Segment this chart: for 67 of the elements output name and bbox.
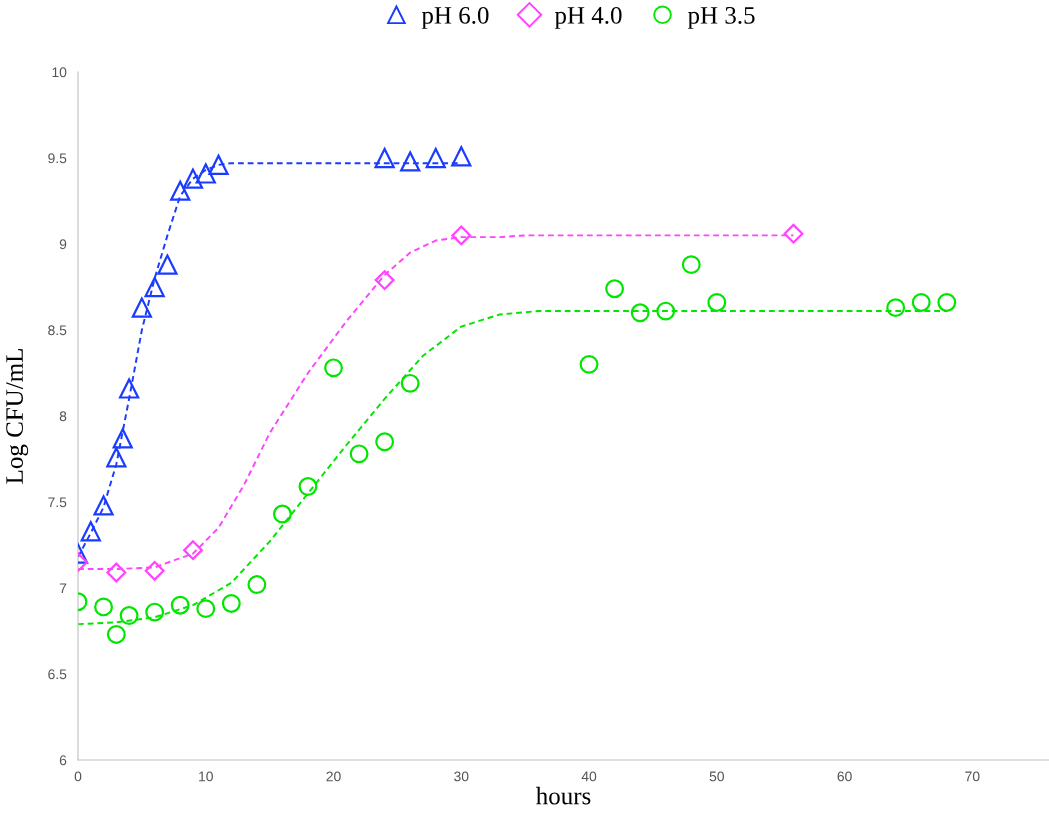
x-tick-label: 30 — [454, 771, 469, 782]
point — [630, 303, 650, 323]
legend-label: pH 3.5 — [687, 6, 755, 29]
point — [106, 562, 127, 583]
point — [144, 276, 165, 298]
point — [196, 599, 216, 619]
point — [170, 595, 190, 615]
point — [681, 255, 701, 275]
point — [118, 378, 140, 399]
legend-label: pH 4.0 — [554, 6, 622, 29]
point — [106, 447, 127, 468]
point — [195, 163, 216, 184]
point — [298, 477, 318, 496]
point — [94, 597, 113, 617]
point — [119, 606, 139, 625]
point — [400, 151, 421, 172]
point — [579, 354, 599, 374]
point — [131, 297, 153, 318]
y-axis-title: Log CFU/mL — [6, 349, 29, 484]
point — [208, 154, 229, 176]
point — [783, 223, 804, 244]
point — [707, 293, 727, 312]
point — [106, 625, 126, 644]
point — [349, 444, 369, 464]
point — [425, 147, 446, 169]
point — [247, 575, 267, 594]
point — [451, 146, 472, 167]
x-tick-label: 70 — [965, 771, 980, 782]
x-tick-label: 10 — [199, 771, 213, 782]
point — [375, 432, 395, 452]
x-tick-label: 50 — [709, 771, 724, 782]
point — [182, 168, 204, 189]
point — [451, 225, 472, 246]
point — [374, 270, 395, 291]
point — [272, 504, 292, 524]
y-tick-label: 6.5 — [48, 669, 67, 680]
x-tick-label: 0 — [74, 771, 82, 782]
point — [937, 293, 957, 312]
y-tick-label: 6 — [59, 755, 67, 766]
point — [93, 495, 114, 516]
y-tick-label: 7 — [59, 583, 67, 594]
point — [400, 373, 420, 393]
point — [324, 358, 343, 378]
point — [112, 428, 133, 449]
y-tick-label: 9 — [59, 239, 67, 250]
point — [605, 279, 625, 299]
point — [656, 301, 676, 321]
point — [374, 147, 395, 169]
point — [145, 602, 165, 622]
x-tick-label: 40 — [581, 771, 597, 782]
point — [886, 298, 906, 318]
y-tick-label: 10 — [52, 67, 67, 78]
y-tick-label: 7.5 — [48, 497, 67, 508]
point — [221, 594, 241, 613]
point — [170, 180, 191, 201]
point — [80, 521, 101, 542]
x-axis-title: hours — [535, 786, 591, 805]
point — [144, 560, 165, 581]
point — [911, 293, 931, 312]
y-tick-label: 9.5 — [48, 153, 67, 164]
point — [183, 540, 203, 561]
y-tick-label: 8.5 — [48, 325, 67, 336]
point — [157, 254, 178, 275]
y-tick-label: 8 — [59, 411, 67, 422]
legend-label: pH 6.0 — [421, 6, 489, 29]
x-tick-label: 20 — [326, 771, 341, 782]
x-tick-label: 60 — [837, 771, 852, 782]
